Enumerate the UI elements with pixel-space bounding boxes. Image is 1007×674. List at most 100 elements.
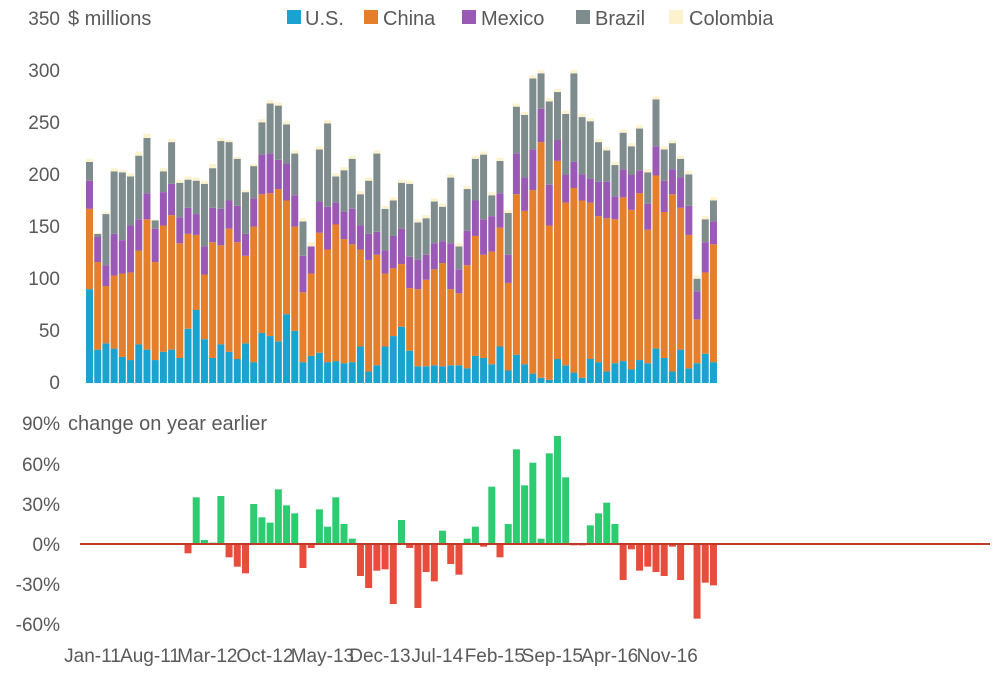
bar-segment-colombia [595,138,603,143]
bar-segment-china [241,255,249,344]
change-bar [496,544,504,558]
change-bar [397,520,405,544]
bar-segment-mexico [381,250,389,274]
bar-segment-brazil [200,183,208,247]
change-bar [324,526,332,544]
change-bar [373,544,381,571]
bar-segment-china [291,226,299,331]
top-y-tick: 250 [28,113,60,134]
bar-segment-colombia [151,219,159,221]
bar-segment-us [348,362,356,383]
bar-segment-us [422,366,430,383]
bar-segment-colombia [471,155,479,159]
bar-segment-colombia [430,198,438,202]
bar-segment-brazil [340,170,348,212]
bar-segment-mexico [480,219,488,255]
bar-segment-china [283,200,291,315]
change-bar [463,538,471,544]
bar-segment-china [627,209,635,370]
bar-segment-china [102,286,110,344]
bar-segment-us [373,365,381,383]
bar-segment-colombia [94,232,102,234]
bar-segment-brazil [685,174,693,206]
bar-segment-brazil [627,146,635,175]
change-bar [414,544,422,608]
bar-segment-mexico [512,153,520,195]
bar-segment-brazil [603,150,611,182]
legend: U.S. China Mexico Brazil Colombia [287,8,774,30]
stacked-bars [86,70,717,383]
bar-segment-brazil [315,149,323,202]
change-bar [274,489,282,544]
bar-segment-mexico [422,254,430,280]
bar-segment-brazil [422,218,430,255]
bar-segment-colombia [266,100,274,104]
bar-segment-china [135,250,143,345]
bar-segment-brazil [291,153,299,196]
change-bar [455,544,463,575]
top-y-tick: 150 [28,217,60,238]
bar-segment-mexico [324,206,332,250]
bottom-y-tick: -60% [16,615,60,636]
change-bar [192,497,200,544]
bar-segment-colombia [389,197,397,201]
bar-segment-us [496,346,504,383]
bar-segment-mexico [94,237,102,263]
bar-segment-colombia [701,216,709,220]
top-y-tick: 350 [28,9,60,30]
bar-segment-us [480,357,488,383]
bar-segment-brazil [233,158,241,206]
bar-segment-mexico [463,230,471,266]
change-bar [693,544,701,619]
bar-segment-colombia [504,209,512,214]
bar-segment-brazil [496,160,504,194]
bar-segment-us [94,349,102,383]
bar-segment-china [488,251,496,365]
bar-segment-us [127,360,135,383]
change-bar [636,544,644,571]
bar-segment-us [217,344,225,383]
bar-segment-colombia [512,103,520,107]
bar-segment-china [586,202,594,360]
bar-segment-us [685,368,693,383]
bar-segment-china [529,190,537,374]
bar-segment-china [307,273,315,356]
legend-label-colombia: Colombia [689,8,774,30]
bar-segment-us [463,368,471,383]
bar-segment-mexico [110,233,118,276]
bar-segment-mexico [586,178,594,203]
change-bar [225,544,233,558]
bar-segment-colombia [274,102,282,106]
bar-segment-us [504,370,512,383]
bar-segment-mexico [521,177,529,211]
change-bar [406,544,414,548]
change-bar [471,526,479,544]
bar-segment-colombia [529,75,537,79]
x-tick-label: Jan-11 [64,646,121,667]
bar-segment-colombia [315,146,323,150]
bar-segment-brazil [414,222,422,260]
bar-segment-colombia [652,96,660,100]
x-tick-label: Sep-15 [522,646,583,667]
bar-segment-us [397,326,405,383]
change-bar [217,496,225,544]
bar-segment-colombia [365,177,373,181]
bar-segment-china [250,226,258,363]
bar-segment-mexico [225,200,233,229]
bar-segment-us [381,346,389,383]
top-y-tick: 200 [28,165,60,186]
bar-segment-us [553,359,561,383]
bar-segment-brazil [693,278,701,292]
x-tick-label: Dec-13 [349,646,410,667]
bar-segment-us [225,351,233,383]
bar-segment-colombia [241,190,249,193]
bar-segment-colombia [307,242,315,247]
bar-segment-mexico [397,228,405,265]
bar-segment-colombia [562,110,570,114]
bar-segment-mexico [414,259,422,290]
bar-segment-mexico [307,246,315,274]
change-bar [266,522,274,544]
bar-segment-china [200,274,208,340]
bar-segment-colombia [553,88,561,93]
bar-segment-colombia [324,120,332,124]
